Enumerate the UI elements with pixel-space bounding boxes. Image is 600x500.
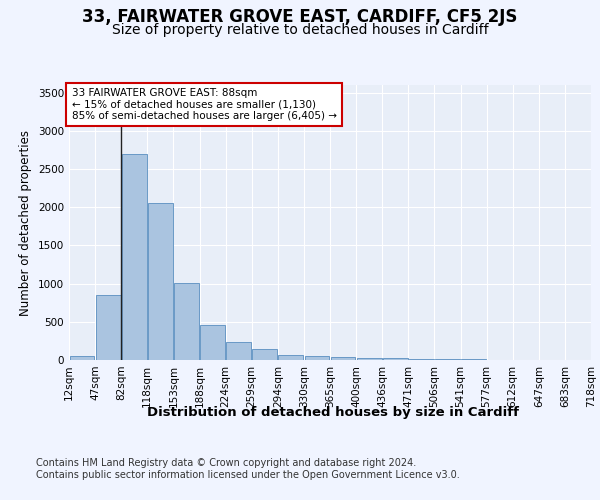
Bar	[278, 354, 303, 360]
Bar	[357, 358, 382, 360]
Bar	[174, 283, 199, 360]
Bar	[331, 357, 355, 360]
Bar	[200, 325, 225, 360]
Bar	[226, 342, 251, 360]
Bar	[383, 358, 407, 360]
Bar	[253, 349, 277, 360]
Text: Contains HM Land Registry data © Crown copyright and database right 2024.: Contains HM Land Registry data © Crown c…	[36, 458, 416, 468]
Text: Size of property relative to detached houses in Cardiff: Size of property relative to detached ho…	[112, 23, 488, 37]
Bar	[305, 356, 329, 360]
Bar	[409, 359, 434, 360]
Bar	[148, 202, 173, 360]
Text: Contains public sector information licensed under the Open Government Licence v3: Contains public sector information licen…	[36, 470, 460, 480]
Bar	[122, 154, 146, 360]
Text: 33, FAIRWATER GROVE EAST, CARDIFF, CF5 2JS: 33, FAIRWATER GROVE EAST, CARDIFF, CF5 2…	[82, 8, 518, 26]
Bar	[96, 295, 121, 360]
Bar	[435, 359, 460, 360]
Text: 33 FAIRWATER GROVE EAST: 88sqm
← 15% of detached houses are smaller (1,130)
85% : 33 FAIRWATER GROVE EAST: 88sqm ← 15% of …	[71, 88, 337, 121]
Y-axis label: Number of detached properties: Number of detached properties	[19, 130, 32, 316]
Text: Distribution of detached houses by size in Cardiff: Distribution of detached houses by size …	[147, 406, 519, 419]
Bar	[70, 356, 94, 360]
